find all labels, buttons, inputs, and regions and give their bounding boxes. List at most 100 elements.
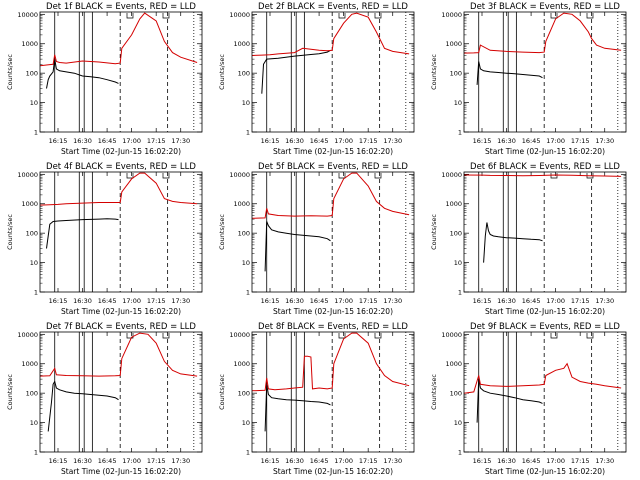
y-axis-label: Counts/sec <box>430 54 438 90</box>
x-tick-label: 16:15 <box>261 137 280 145</box>
y-tick-label: 10000 <box>17 171 38 179</box>
x-tick-label: 17:00 <box>546 137 565 145</box>
x-tick-label: 16:45 <box>310 137 329 145</box>
panel-title: Det 1f BLACK = Events, RED = LLD <box>46 2 196 12</box>
lld-series-line <box>40 12 198 67</box>
plot-frame <box>463 11 627 133</box>
plot-frame <box>251 171 415 293</box>
flag-marker <box>374 333 382 339</box>
detector-panel-7: Det 7f BLACK = Events, RED = LLD Counts/s… <box>6 322 203 476</box>
y-tick-label: 1000 <box>233 200 250 208</box>
x-axis-label: Start Time (02-Jun-15 16:02:20) <box>61 467 181 476</box>
plot-frame <box>251 11 415 133</box>
x-tick-label: 16:15 <box>473 297 492 305</box>
y-tick-label: 10000 <box>441 171 462 179</box>
panel-title: Det 9f BLACK = Events, RED = LLD <box>470 322 620 332</box>
panel-title: Det 6f BLACK = Events, RED = LLD <box>470 162 620 172</box>
x-tick-label: 17:30 <box>171 297 190 305</box>
x-tick-label: 16:45 <box>522 137 541 145</box>
events-series-line <box>261 49 331 94</box>
events-series-line <box>483 222 543 263</box>
panel-title: Det 5f BLACK = Events, RED = LLD <box>258 162 408 172</box>
x-tick-label: 16:15 <box>49 297 68 305</box>
y-tick-label: 10000 <box>229 171 250 179</box>
y-tick-label: 1000 <box>21 40 38 48</box>
x-tick-label: 16:15 <box>49 137 68 145</box>
y-tick-label: 10 <box>242 259 250 267</box>
detector-panel-5: Det 5f BLACK = Events, RED = LLD Counts/s… <box>218 162 415 316</box>
flag-marker <box>374 13 382 19</box>
lld-series-line <box>40 332 198 377</box>
y-axis-label: Counts/sec <box>6 54 14 90</box>
y-tick-label: 100 <box>450 70 462 78</box>
y-tick-label: 10000 <box>441 11 462 19</box>
y-tick-label: 100 <box>238 390 250 398</box>
x-axis-label: Start Time (02-Jun-15 16:02:20) <box>61 307 181 316</box>
flag-marker <box>162 333 170 339</box>
x-tick-label: 17:15 <box>359 297 378 305</box>
x-tick-label: 16:15 <box>473 137 492 145</box>
y-tick-label: 1000 <box>445 360 462 368</box>
x-tick-label: 16:30 <box>497 297 516 305</box>
x-tick-label: 17:30 <box>383 457 402 465</box>
x-tick-label: 16:45 <box>310 457 329 465</box>
lld-series-line <box>464 174 622 177</box>
x-tick-label: 17:15 <box>359 137 378 145</box>
y-tick-label: 10 <box>30 419 38 427</box>
x-tick-label: 17:30 <box>383 137 402 145</box>
plot-frame <box>39 171 203 293</box>
y-tick-label: 10 <box>454 259 462 267</box>
x-tick-label: 16:30 <box>497 457 516 465</box>
lld-series-line <box>252 172 410 219</box>
y-tick-label: 1 <box>458 449 462 457</box>
events-series-line <box>46 59 119 89</box>
y-tick-label: 1000 <box>233 40 250 48</box>
panel-title: Det 7f BLACK = Events, RED = LLD <box>46 322 196 332</box>
y-axis-label: Counts/sec <box>218 214 226 250</box>
y-axis-label: Counts/sec <box>430 214 438 250</box>
x-axis-label: Start Time (02-Jun-15 16:02:20) <box>485 307 605 316</box>
x-tick-label: 17:15 <box>571 297 590 305</box>
x-tick-label: 16:30 <box>497 137 516 145</box>
plot-frame <box>39 331 203 453</box>
y-tick-label: 10 <box>242 419 250 427</box>
y-tick-label: 1 <box>246 129 250 137</box>
x-tick-label: 17:00 <box>122 297 141 305</box>
events-series-line <box>476 61 543 85</box>
x-tick-label: 16:15 <box>261 457 280 465</box>
y-tick-label: 10000 <box>229 331 250 339</box>
x-tick-label: 16:30 <box>285 137 304 145</box>
y-tick-label: 1000 <box>21 360 38 368</box>
flag-marker <box>162 173 170 179</box>
x-tick-label: 17:00 <box>546 457 565 465</box>
x-tick-label: 17:15 <box>147 297 166 305</box>
y-tick-label: 10000 <box>229 11 250 19</box>
panel-title: Det 2f BLACK = Events, RED = LLD <box>258 2 408 12</box>
x-tick-label: 17:00 <box>546 297 565 305</box>
x-axis-label: Start Time (02-Jun-15 16:02:20) <box>61 147 181 156</box>
detector-panel-2: Det 2f BLACK = Events, RED = LLD Counts/s… <box>218 2 415 156</box>
x-tick-label: 17:30 <box>171 457 190 465</box>
plot-frame <box>39 11 203 133</box>
y-tick-label: 1 <box>246 289 250 297</box>
flag-marker <box>586 333 594 339</box>
y-tick-label: 10 <box>454 419 462 427</box>
y-axis-label: Counts/sec <box>430 374 438 410</box>
x-tick-label: 17:30 <box>595 457 614 465</box>
flag-marker <box>550 333 558 339</box>
flag-marker <box>126 13 134 19</box>
x-tick-label: 17:30 <box>171 137 190 145</box>
y-tick-label: 10 <box>454 99 462 107</box>
x-tick-label: 17:30 <box>383 297 402 305</box>
x-tick-label: 17:15 <box>147 137 166 145</box>
x-tick-label: 17:15 <box>571 457 590 465</box>
x-tick-label: 17:00 <box>334 137 353 145</box>
y-tick-label: 1 <box>458 289 462 297</box>
y-axis-label: Counts/sec <box>218 374 226 410</box>
x-tick-label: 17:30 <box>595 137 614 145</box>
y-tick-label: 1 <box>458 129 462 137</box>
x-tick-label: 17:00 <box>334 297 353 305</box>
lld-series-line <box>464 362 622 394</box>
x-tick-label: 16:30 <box>73 297 92 305</box>
x-tick-label: 16:15 <box>261 297 280 305</box>
